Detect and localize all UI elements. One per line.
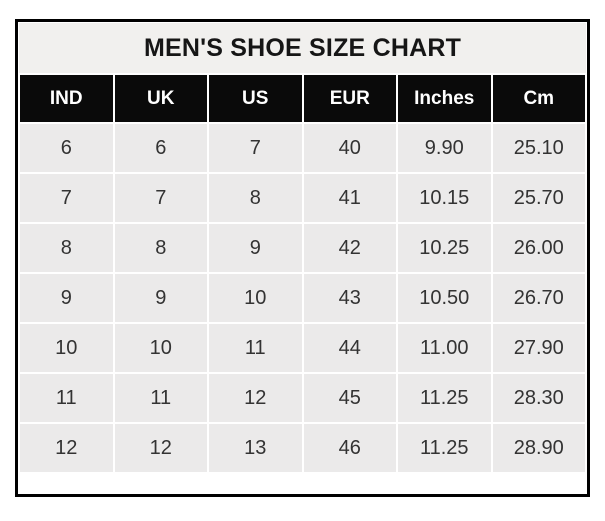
cell-cm: 27.90 — [492, 324, 585, 372]
cell-eur: 45 — [303, 374, 396, 422]
cell-cm: 28.90 — [492, 424, 585, 472]
cell-uk: 8 — [114, 224, 207, 272]
col-header-cm: Cm — [492, 75, 585, 122]
cell-uk: 9 — [114, 274, 207, 322]
size-table: IND UK US EUR Inches Cm 6 6 7 40 9.90 25.10 7 7… — [18, 73, 587, 474]
cell-ind: 8 — [20, 224, 113, 272]
cell-eur: 41 — [303, 174, 396, 222]
cell-ind: 7 — [20, 174, 113, 222]
col-header-eur: EUR — [303, 75, 396, 122]
cell-us: 13 — [209, 424, 302, 472]
cell-cm: 25.10 — [492, 124, 585, 172]
chart-title: MEN'S SHOE SIZE CHART — [19, 23, 586, 73]
cell-inches: 10.25 — [398, 224, 491, 272]
cell-us: 11 — [209, 324, 302, 372]
header-row: IND UK US EUR Inches Cm — [20, 75, 585, 122]
cell-cm: 26.00 — [492, 224, 585, 272]
cell-us: 9 — [209, 224, 302, 272]
table-body: 6 6 7 40 9.90 25.10 7 7 8 41 10.15 25.70 8 8 9 42 10.25 2… — [20, 124, 585, 472]
cell-uk: 11 — [114, 374, 207, 422]
cell-inches: 11.25 — [398, 374, 491, 422]
cell-inches: 10.50 — [398, 274, 491, 322]
table-row: 7 7 8 41 10.15 25.70 — [20, 174, 585, 222]
cell-ind: 11 — [20, 374, 113, 422]
table-row: 6 6 7 40 9.90 25.10 — [20, 124, 585, 172]
size-chart-frame: MEN'S SHOE SIZE CHART IND UK US EUR Inch… — [15, 19, 590, 497]
cell-cm: 28.30 — [492, 374, 585, 422]
cell-uk: 7 — [114, 174, 207, 222]
cell-us: 8 — [209, 174, 302, 222]
col-header-inches: Inches — [398, 75, 491, 122]
table-row: 8 8 9 42 10.25 26.00 — [20, 224, 585, 272]
cell-us: 7 — [209, 124, 302, 172]
cell-uk: 12 — [114, 424, 207, 472]
col-header-uk: UK — [114, 75, 207, 122]
cell-eur: 46 — [303, 424, 396, 472]
col-header-us: US — [209, 75, 302, 122]
cell-cm: 25.70 — [492, 174, 585, 222]
cell-eur: 42 — [303, 224, 396, 272]
cell-eur: 40 — [303, 124, 396, 172]
cell-ind: 6 — [20, 124, 113, 172]
cell-uk: 10 — [114, 324, 207, 372]
cell-inches: 11.00 — [398, 324, 491, 372]
cell-inches: 9.90 — [398, 124, 491, 172]
cell-inches: 11.25 — [398, 424, 491, 472]
cell-ind: 10 — [20, 324, 113, 372]
table-row: 11 11 12 45 11.25 28.30 — [20, 374, 585, 422]
table-row: 10 10 11 44 11.00 27.90 — [20, 324, 585, 372]
cell-ind: 12 — [20, 424, 113, 472]
cell-uk: 6 — [114, 124, 207, 172]
cell-cm: 26.70 — [492, 274, 585, 322]
cell-us: 12 — [209, 374, 302, 422]
cell-ind: 9 — [20, 274, 113, 322]
cell-eur: 43 — [303, 274, 396, 322]
cell-eur: 44 — [303, 324, 396, 372]
col-header-ind: IND — [20, 75, 113, 122]
cell-inches: 10.15 — [398, 174, 491, 222]
table-row: 12 12 13 46 11.25 28.90 — [20, 424, 585, 472]
cell-us: 10 — [209, 274, 302, 322]
table-row: 9 9 10 43 10.50 26.70 — [20, 274, 585, 322]
